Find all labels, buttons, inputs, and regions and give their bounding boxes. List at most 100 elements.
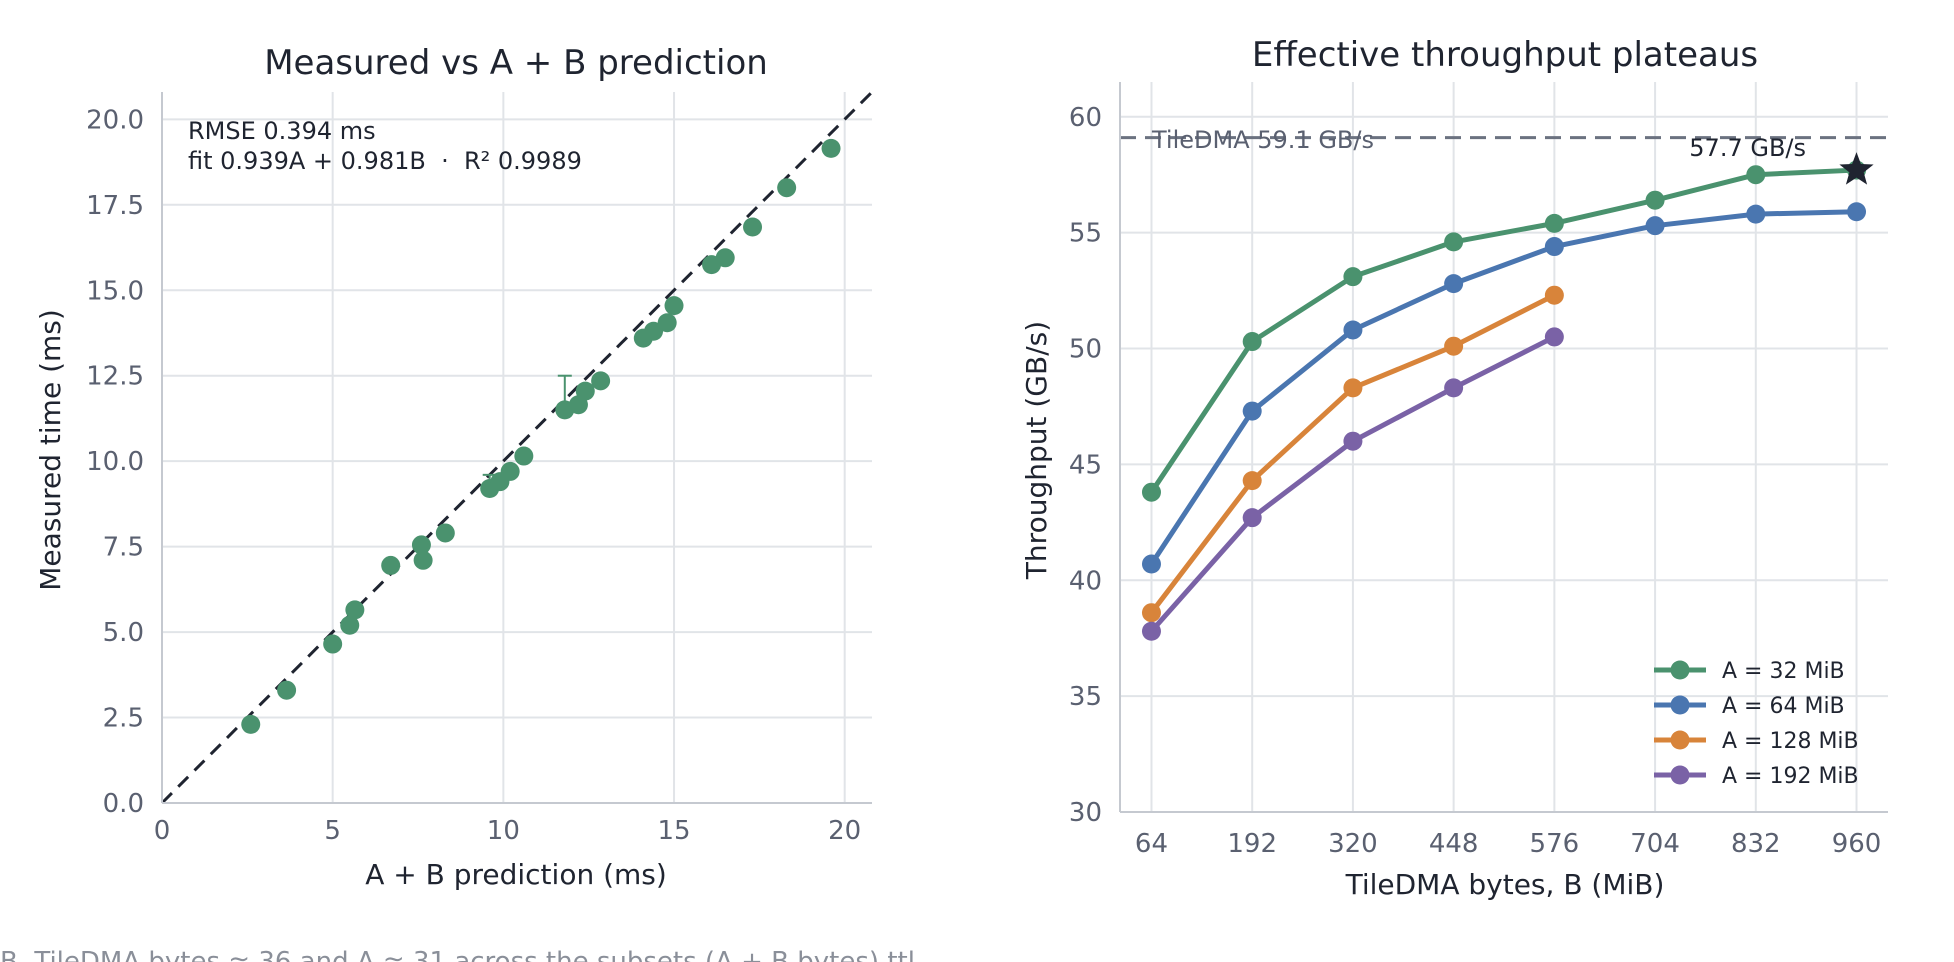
line-tick-labels: 64 192 320 448 576 704 832 960 30 35 40 45 50 55 60 (1069, 103, 1881, 859)
x-tick-label: 20 (828, 816, 861, 846)
legend-label: A = 32 MiB (1722, 659, 1845, 684)
x-tick-label: 10 (487, 816, 520, 846)
series-point (1746, 204, 1766, 224)
y-tick-label: 20.0 (86, 105, 144, 135)
line-x-axis-label: TileDMA bytes, B (MiB) (1345, 868, 1665, 901)
y-tick-label: 10.0 (86, 447, 144, 477)
legend-marker (1670, 730, 1690, 750)
series-point (1544, 285, 1564, 305)
series-point (1141, 621, 1161, 641)
scatter-point (323, 634, 343, 654)
scatter-point (715, 248, 735, 268)
y-tick-label: 17.5 (86, 191, 144, 221)
scatter-point (591, 371, 611, 391)
scatter-axes (161, 92, 872, 804)
scatter-tick-labels: 0 5 10 15 20 0.0 2.5 5.0 7.5 10.0 12.5 15.0 17.5 20.0 (86, 105, 861, 846)
figure-caption: B, TileDMA bytes ≈ 36 and A ≈ 31 across … (0, 947, 941, 962)
y-tick-label: 55 (1069, 219, 1102, 249)
series-3 (1141, 285, 1564, 623)
scatter-point (664, 296, 684, 316)
series-point (1544, 327, 1564, 347)
y-tick-label: 0.0 (103, 789, 144, 819)
series-point (1141, 554, 1161, 574)
y-tick-label: 5.0 (103, 618, 144, 648)
scatter-point (657, 313, 677, 333)
scatter-point (743, 217, 763, 237)
scatter-panel: 0 5 10 15 20 0.0 2.5 5.0 7.5 10.0 12.5 15.0 17.5 20.0… (34, 43, 874, 891)
x-tick-label: 576 (1530, 829, 1580, 859)
legend-label: A = 192 MiB (1722, 764, 1859, 789)
series-point (1444, 336, 1464, 356)
legend: A = 32 MiB A = 64 MiB A = 128 MiB A = 192 M… (1654, 659, 1859, 789)
peak-star-icon (1839, 152, 1874, 185)
scatter-point (277, 680, 297, 700)
series-point (1444, 274, 1464, 294)
series-point (1847, 202, 1867, 222)
series-point (1746, 165, 1766, 185)
scatter-point (345, 600, 365, 620)
series-2 (1141, 202, 1867, 574)
y-tick-label: 30 (1069, 798, 1102, 828)
series-point (1343, 431, 1363, 451)
series-point (1444, 378, 1464, 398)
series-line (1148, 167, 1860, 495)
peak-star (1839, 152, 1874, 185)
identity-line (160, 90, 874, 805)
line-axes (1119, 82, 1888, 813)
series-point (1645, 216, 1665, 236)
line-y-axis-label: Throughput (GB/s) (1020, 321, 1053, 580)
y-tick-label: 45 (1069, 450, 1102, 480)
legend-item: A = 192 MiB (1654, 764, 1859, 789)
scatter-point (500, 461, 520, 481)
line-title: Effective throughput plateaus (1252, 35, 1758, 75)
scatter-point (381, 555, 401, 575)
legend-label: A = 128 MiB (1722, 729, 1859, 754)
scatter-point (514, 446, 534, 466)
y-tick-label: 7.5 (103, 533, 144, 563)
scatter-point (821, 138, 841, 158)
series-point (1444, 232, 1464, 252)
legend-item: A = 128 MiB (1654, 729, 1859, 754)
scatter-point (575, 381, 595, 401)
series-point (1544, 237, 1564, 257)
series-1 (1141, 160, 1867, 502)
line-series (1141, 160, 1867, 641)
scatter-title: Measured vs A + B prediction (264, 43, 768, 83)
y-tick-label: 60 (1069, 103, 1102, 133)
y-tick-label: 40 (1069, 566, 1102, 596)
scatter-error-bars (482, 374, 572, 489)
series-point (1242, 471, 1262, 491)
scatter-point (411, 535, 431, 555)
legend-marker (1670, 695, 1690, 715)
x-tick-label: 5 (324, 816, 341, 846)
series-point (1242, 401, 1262, 421)
series-line (1148, 209, 1860, 567)
fit-annotation: fit 0.939A + 0.981B · R² 0.9989 (188, 147, 582, 175)
y-tick-label: 12.5 (86, 362, 144, 392)
x-tick-label: 448 (1429, 829, 1479, 859)
series-point (1242, 508, 1262, 528)
y-tick-label: 50 (1069, 335, 1102, 365)
scatter-point (340, 615, 360, 635)
series-4 (1141, 327, 1564, 641)
scatter-y-axis-label: Measured time (ms) (34, 309, 67, 591)
x-tick-label: 704 (1630, 829, 1680, 859)
scatter-point (241, 714, 261, 734)
x-tick-label: 64 (1135, 829, 1168, 859)
legend-marker (1670, 765, 1690, 785)
series-point (1645, 190, 1665, 210)
x-tick-label: 960 (1832, 829, 1882, 859)
series-point (1343, 378, 1363, 398)
peak-label: 57.7 GB/s (1689, 134, 1806, 162)
legend-item: A = 64 MiB (1654, 694, 1845, 719)
scatter-point (435, 523, 455, 543)
scatter-points (241, 138, 841, 734)
y-tick-label: 35 (1069, 682, 1102, 712)
rmse-annotation: RMSE 0.394 ms (188, 117, 376, 145)
scatter-point (777, 178, 797, 198)
series-point (1544, 213, 1564, 233)
scatter-x-axis-label: A + B prediction (ms) (365, 858, 667, 891)
y-tick-label: 2.5 (103, 704, 144, 734)
series-point (1141, 482, 1161, 502)
